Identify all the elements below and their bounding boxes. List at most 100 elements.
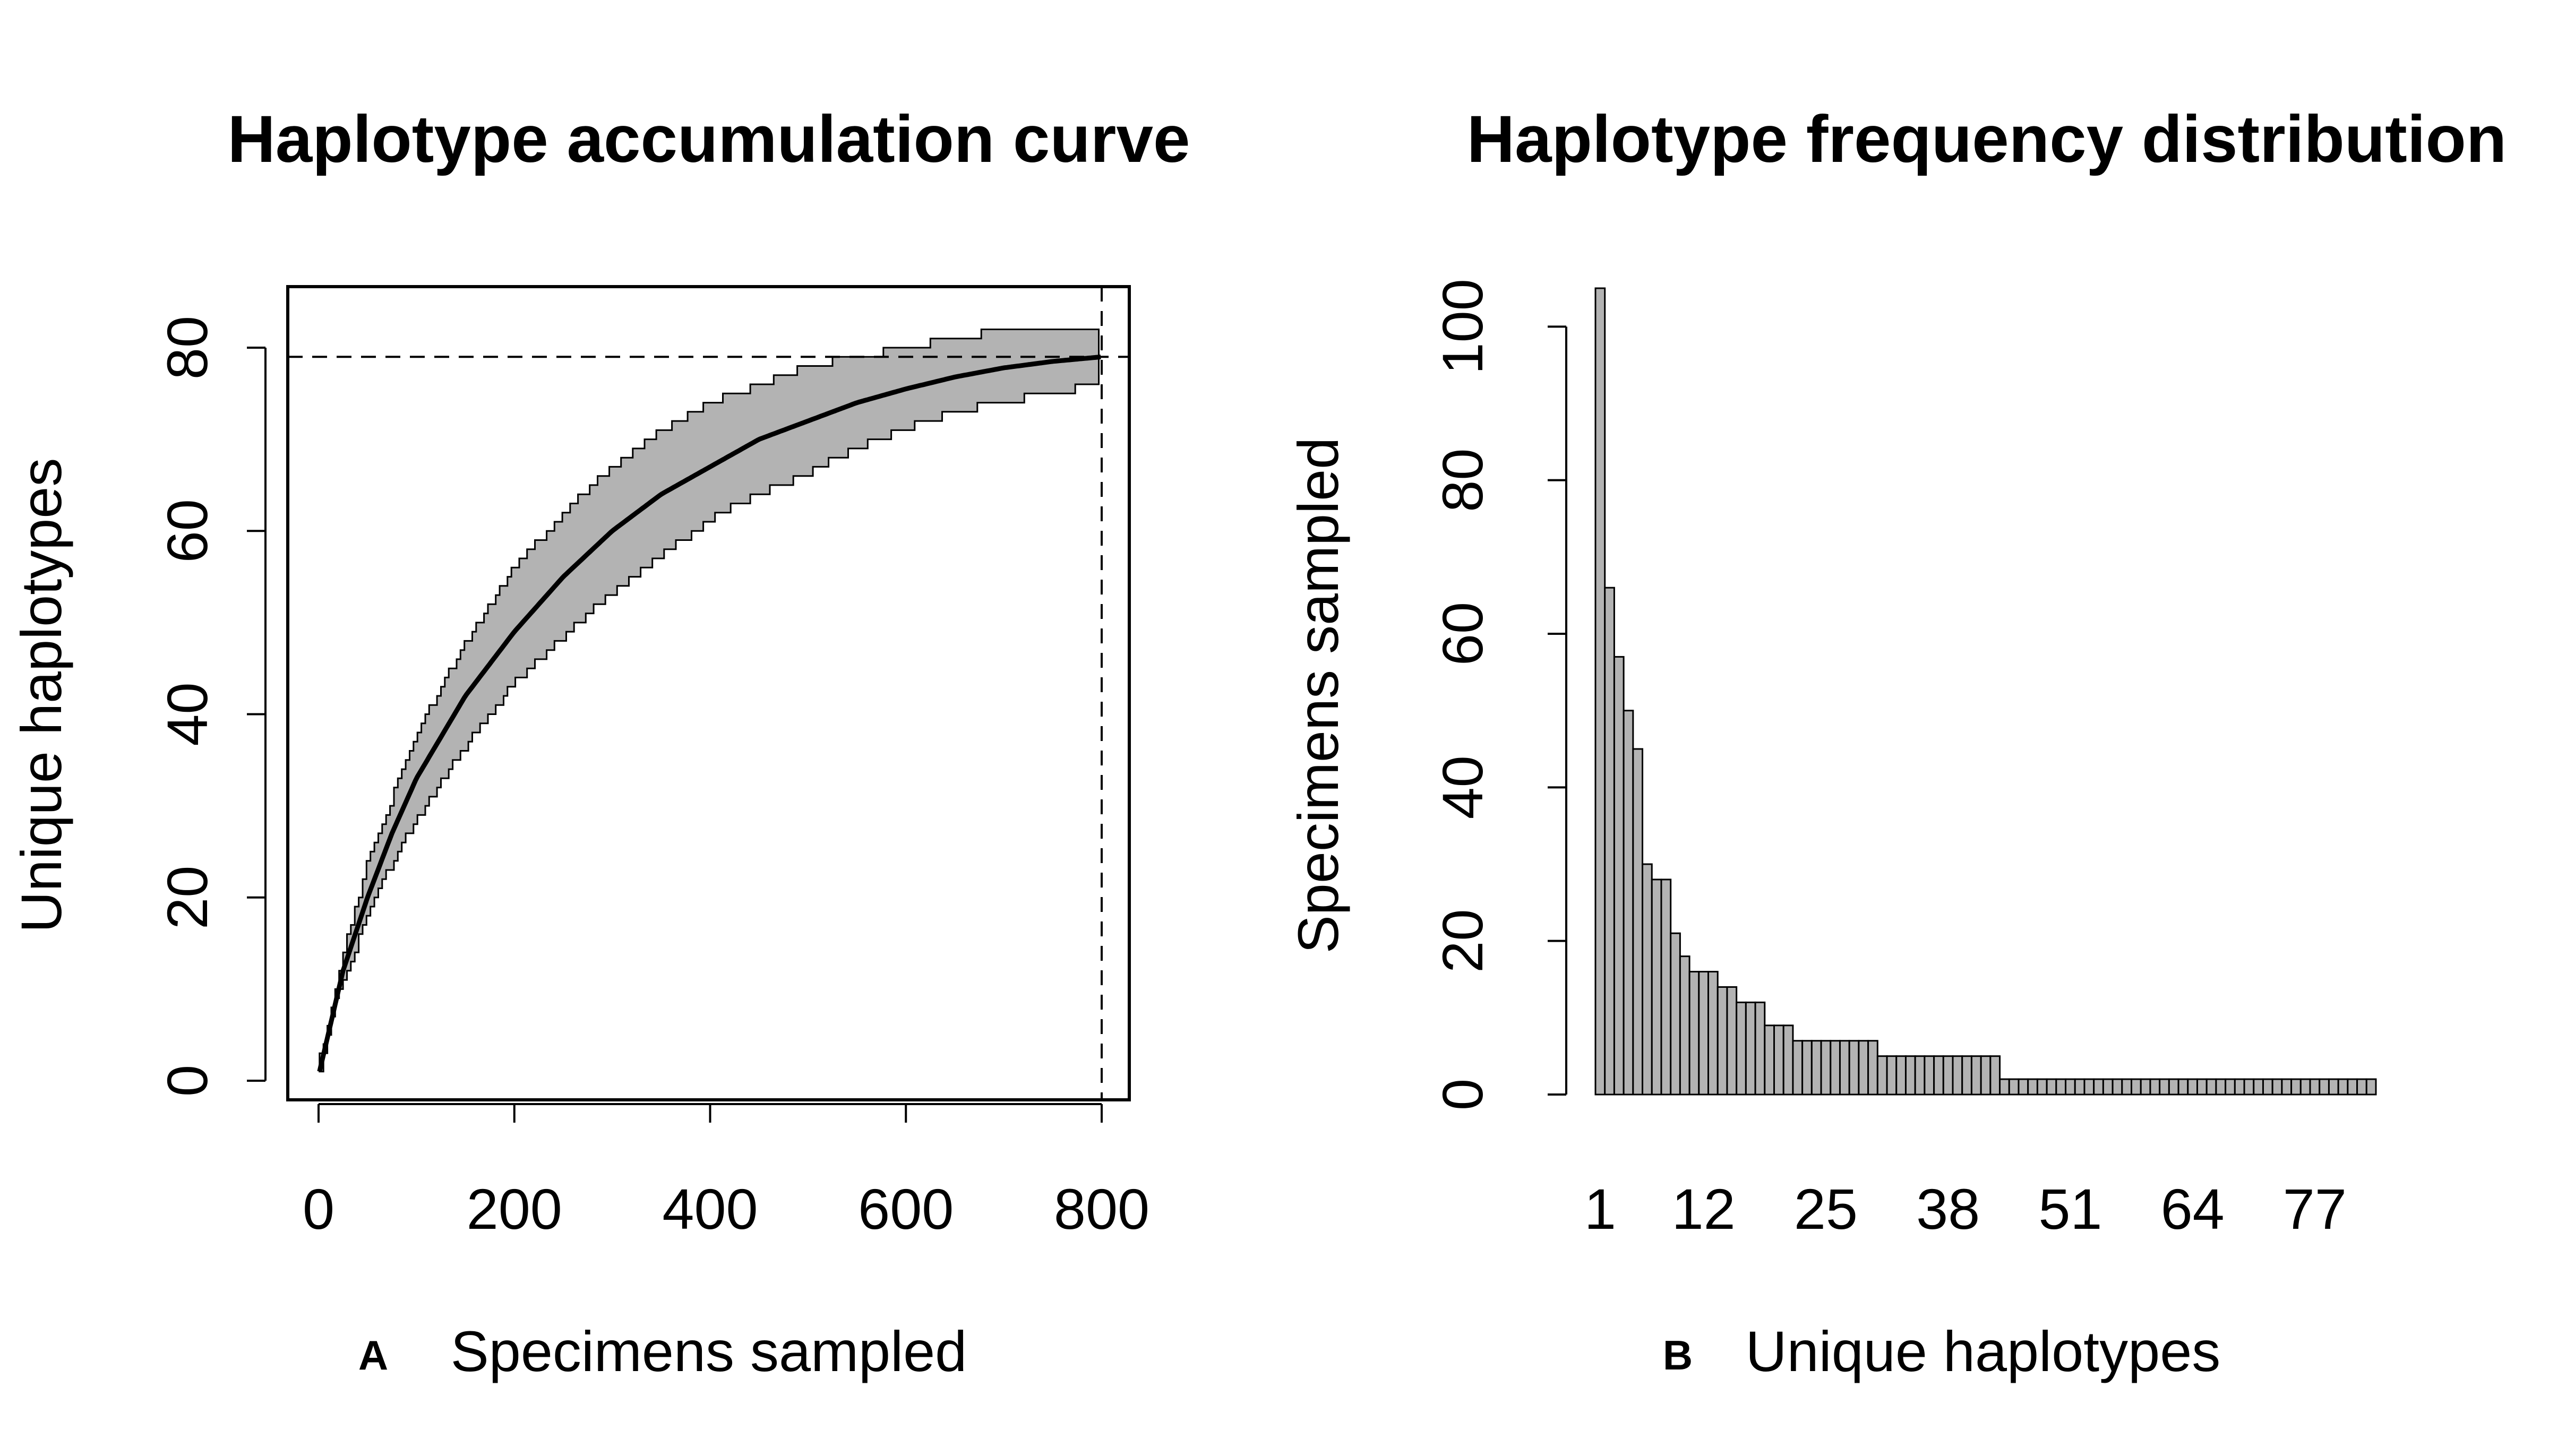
- y-tick-label: 0: [1430, 1079, 1495, 1110]
- bar: [1782, 1024, 1794, 1096]
- y-tick-label: 80: [155, 316, 219, 380]
- panel-b-frequency-chart: Haplotype frequency distribution Unique …: [1286, 102, 2507, 1383]
- bar: [2225, 1078, 2236, 1096]
- y-tick-label: 40: [155, 682, 219, 746]
- y-tick-label: 0: [155, 1065, 219, 1097]
- bar: [2290, 1078, 2302, 1096]
- chart-a-reference-lines: [288, 287, 1129, 1100]
- chart-a-plot-frame: [286, 285, 1131, 1101]
- y-tick-label: 60: [1430, 602, 1495, 666]
- bar: [1623, 710, 1634, 1096]
- bar: [1736, 1001, 1747, 1096]
- bar: [1698, 971, 1710, 1096]
- mean-line: [317, 354, 1101, 1072]
- bar: [2205, 1078, 2217, 1096]
- bar: [2149, 1078, 2161, 1096]
- chart-a-title: Haplotype accumulation curve: [228, 102, 1190, 176]
- bar: [1642, 863, 1653, 1096]
- bar: [1820, 1040, 1832, 1096]
- y-tick-label: 40: [1430, 755, 1495, 819]
- bar: [1688, 971, 1700, 1096]
- bar: [1839, 1040, 1850, 1096]
- bar: [1810, 1040, 1822, 1096]
- x-tick-label: 600: [858, 1177, 954, 1241]
- x-tick-label: 200: [467, 1177, 562, 1241]
- bar: [1792, 1040, 1804, 1096]
- bar: [1961, 1055, 1972, 1096]
- chart-b-y-axis-label: Specimens sampled: [1286, 437, 1350, 953]
- bar: [2065, 1078, 2076, 1096]
- bar: [2159, 1078, 2170, 1096]
- bar: [2187, 1078, 2198, 1096]
- chart-a-mean-curve: [317, 354, 1101, 1072]
- chart-b-x-axis-label: Unique haplotypes: [1746, 1319, 2221, 1383]
- bar: [1717, 986, 1728, 1096]
- bar: [1904, 1055, 1916, 1096]
- chart-a-y-axis-label: Unique haplotypes: [9, 458, 73, 933]
- bar: [2093, 1078, 2104, 1096]
- bar: [1707, 971, 1719, 1096]
- bar: [1942, 1055, 1954, 1096]
- bar: [1801, 1040, 1813, 1096]
- bar: [1613, 656, 1625, 1096]
- y-tick-label: 80: [1430, 449, 1495, 512]
- bar: [2027, 1078, 2038, 1096]
- bar: [2074, 1078, 2085, 1096]
- bar: [1858, 1040, 1869, 1096]
- bar: [2196, 1078, 2208, 1096]
- bar: [1604, 587, 1615, 1096]
- bar: [2319, 1078, 2330, 1096]
- bar: [1886, 1055, 1898, 1096]
- bar: [1867, 1040, 1878, 1096]
- chart-b-bars: [1594, 287, 2377, 1096]
- x-tick-label: 12: [1672, 1177, 1736, 1241]
- panel-a-accumulation-chart: Haplotype accumulation curve Specimens s…: [9, 102, 1190, 1383]
- bar: [2243, 1078, 2255, 1096]
- chart-a-panel-label: A: [358, 1332, 388, 1379]
- x-tick-label: 25: [1794, 1177, 1858, 1241]
- bar: [1754, 1001, 1766, 1096]
- bar: [2168, 1078, 2179, 1096]
- bar: [2131, 1078, 2142, 1096]
- chart-a-confidence-band: [319, 329, 1100, 1073]
- bar: [2008, 1078, 2020, 1096]
- bar: [2121, 1078, 2133, 1096]
- x-tick-label: 400: [662, 1177, 758, 1241]
- bar: [2253, 1078, 2264, 1096]
- bar: [2036, 1078, 2048, 1096]
- bar: [2309, 1078, 2321, 1096]
- bar: [2299, 1078, 2311, 1096]
- bar: [1764, 1024, 1775, 1096]
- chart-b-title: Haplotype frequency distribution: [1467, 102, 2507, 176]
- bar: [1933, 1055, 1944, 1096]
- band-area: [319, 329, 1100, 1073]
- bar: [1660, 878, 1672, 1096]
- bar: [2328, 1078, 2339, 1096]
- chart-b-y-axis: 0 20 40 60 80 100: [1430, 279, 1567, 1110]
- bar: [2046, 1078, 2057, 1096]
- chart-b-panel-label: B: [1663, 1332, 1693, 1379]
- bar: [1773, 1024, 1784, 1096]
- bar: [2347, 1078, 2358, 1096]
- bar: [2271, 1078, 2283, 1096]
- chart-a-y-axis: 0 20 40 60 80: [155, 316, 267, 1097]
- bar: [1726, 986, 1738, 1096]
- bar: [1980, 1055, 1992, 1096]
- x-tick-label: 77: [2283, 1177, 2347, 1241]
- x-tick-label: 64: [2161, 1177, 2225, 1241]
- x-tick-label: 38: [1916, 1177, 1980, 1241]
- bar: [1970, 1055, 1982, 1096]
- x-tick-label: 800: [1054, 1177, 1149, 1241]
- bar: [1924, 1055, 1935, 1096]
- bar: [2215, 1078, 2227, 1096]
- bar: [1999, 1078, 2010, 1096]
- bar: [2262, 1078, 2273, 1096]
- bar: [2083, 1078, 2095, 1096]
- bar: [1876, 1055, 1888, 1096]
- bar: [1651, 878, 1662, 1096]
- x-tick-label: 0: [303, 1177, 334, 1241]
- bar: [2102, 1078, 2114, 1096]
- bar: [1952, 1055, 1963, 1096]
- bar: [1745, 1001, 1756, 1096]
